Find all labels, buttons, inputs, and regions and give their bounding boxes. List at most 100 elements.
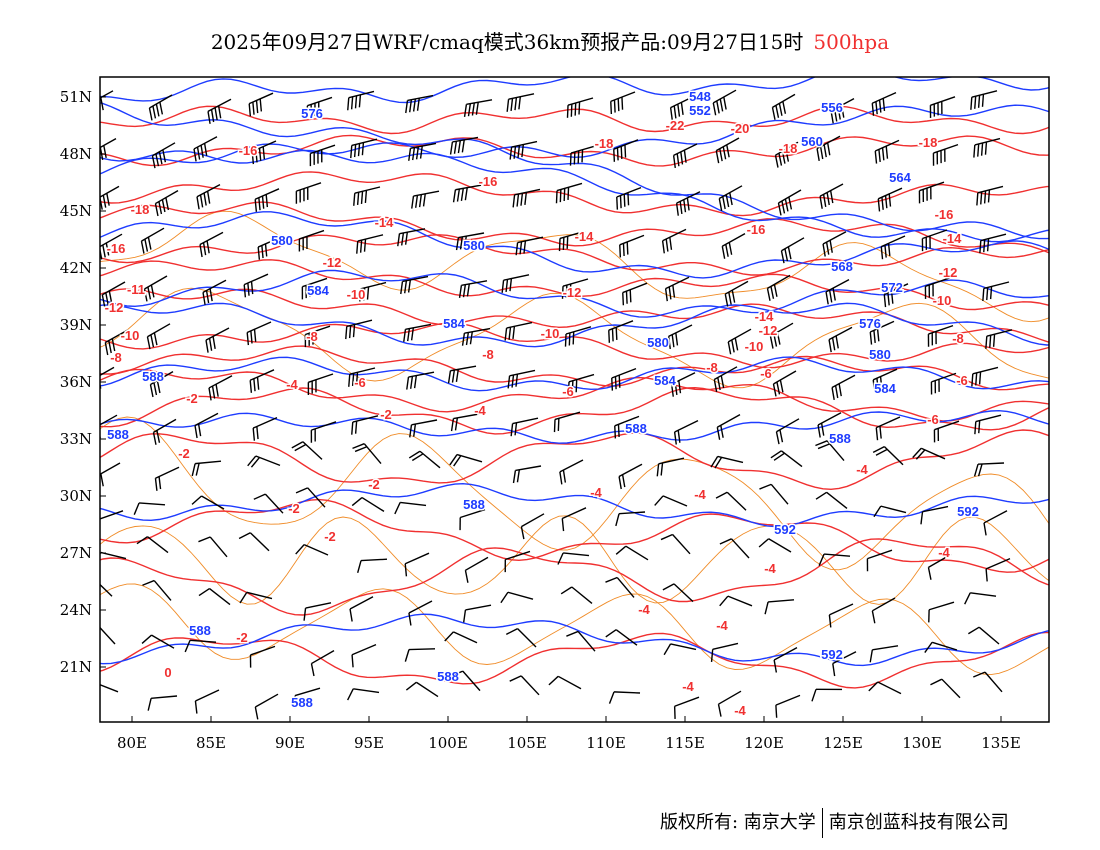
temperature-label: -2	[368, 477, 380, 492]
wind-barb	[464, 556, 489, 583]
wind-barb	[404, 648, 436, 662]
temperature-label: -14	[943, 231, 963, 246]
height-contour-line	[100, 149, 1049, 243]
wind-barb	[143, 275, 168, 302]
temperature-label: -6	[927, 412, 939, 427]
wind-barb	[675, 191, 701, 216]
wind-barb	[816, 135, 841, 162]
wind-barb	[458, 280, 488, 298]
temperature-contour-line	[100, 538, 1049, 616]
wind-barb	[408, 450, 441, 469]
wind-barb	[455, 232, 485, 251]
wind-barb	[154, 466, 180, 491]
wind-barb	[973, 671, 1003, 693]
wind-barb	[194, 689, 220, 714]
temperature-contour-line	[100, 234, 1049, 276]
wind-barb	[356, 234, 384, 254]
temperature-contour-line	[100, 498, 1049, 573]
temperature-label: -10	[745, 339, 764, 354]
wind-barb	[866, 549, 893, 572]
height-label: 548	[689, 89, 711, 104]
wind-barb	[450, 670, 481, 692]
wind-barb	[559, 459, 584, 485]
wind-barb	[727, 328, 752, 355]
height-contour-line	[100, 409, 1049, 444]
wind-barb	[872, 368, 898, 393]
wind-barb	[558, 230, 586, 252]
wind-barb	[504, 550, 531, 573]
wind-barb	[561, 278, 589, 299]
lat-label: 51N	[60, 88, 92, 106]
wind-barb	[348, 367, 376, 387]
wind-barb	[452, 184, 482, 203]
wind-barb	[553, 411, 581, 433]
lon-label: 105E	[507, 734, 547, 752]
temperature-contour-line	[100, 386, 1049, 435]
height-label: 588	[463, 497, 485, 512]
height-label: 576	[859, 316, 881, 331]
wind-barb	[459, 508, 486, 531]
wind-barb	[357, 558, 388, 573]
wind-barb	[555, 182, 583, 204]
wind-barb	[875, 416, 901, 441]
wind-barbs	[100, 89, 1013, 720]
wind-barb	[501, 274, 530, 293]
wind-barb	[349, 596, 374, 622]
wind-barb	[664, 276, 690, 302]
wind-barb	[661, 228, 687, 254]
temperature-label: -4	[474, 403, 486, 418]
wind-barb	[770, 450, 803, 468]
wind-barb	[403, 323, 432, 342]
temperature-label: -16	[107, 241, 126, 256]
height-label: 564	[889, 170, 911, 185]
lon-label: 115E	[665, 734, 705, 752]
wind-barb	[773, 646, 798, 673]
height-label: 572	[881, 280, 903, 295]
wind-barb	[249, 369, 275, 393]
wind-barb	[920, 505, 949, 525]
height-label: 584	[654, 373, 676, 388]
wind-barb	[871, 91, 897, 116]
height-label: 556	[821, 100, 843, 115]
temperature-label: -14	[375, 215, 395, 230]
wind-barb	[673, 419, 699, 445]
temperature-label: -11	[127, 282, 145, 297]
wind-barb	[408, 142, 437, 161]
lon-label: 135E	[981, 734, 1021, 752]
wind-barb	[673, 696, 700, 719]
height-label: 580	[647, 335, 669, 350]
wind-barb	[868, 681, 902, 695]
wind-barb	[971, 366, 999, 387]
lon-label: 95E	[354, 734, 384, 752]
wind-barb	[136, 536, 169, 554]
wind-barb	[780, 237, 805, 264]
wind-barb	[615, 511, 646, 527]
wind-barb	[104, 329, 129, 356]
wind-barb	[927, 553, 952, 580]
wind-barb	[979, 233, 1007, 254]
temperature-label: -4	[638, 602, 650, 617]
wind-barb	[605, 576, 635, 598]
wind-barb	[404, 552, 430, 577]
wind-barb	[715, 137, 740, 164]
temperature-label: -4	[716, 618, 728, 633]
wind-barb	[880, 235, 906, 260]
height-label: 588	[625, 421, 647, 436]
wind-barb	[142, 579, 172, 601]
wind-barb	[149, 370, 174, 398]
wind-barb	[622, 282, 648, 306]
temperature-label: -16	[935, 207, 954, 222]
wind-barb	[449, 136, 479, 155]
wind-barb	[257, 235, 283, 260]
wind-barb	[291, 441, 323, 460]
wind-barb	[512, 465, 542, 484]
temperature-label: -8	[706, 360, 718, 375]
wind-barb	[964, 592, 997, 605]
wind-barb	[663, 643, 697, 656]
temperature-label: -16	[239, 143, 258, 158]
temperature-label: -18	[595, 136, 614, 151]
wind-barb	[566, 630, 596, 652]
height-label: 592	[821, 647, 843, 662]
wind-barb	[830, 97, 855, 124]
